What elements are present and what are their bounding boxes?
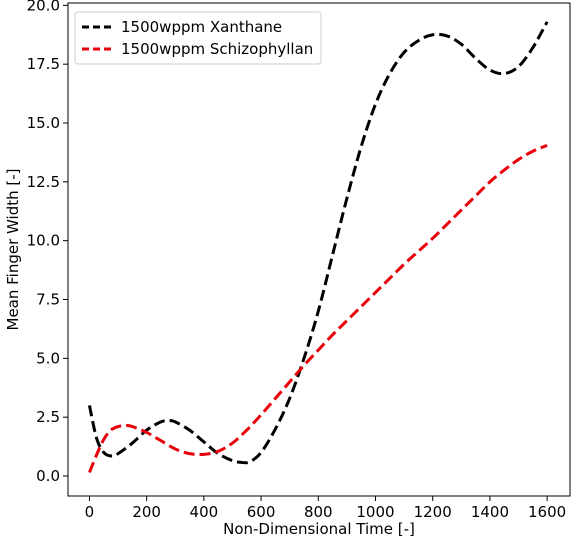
y-tick-label: 2.5 [36, 408, 60, 426]
y-tick-label: 5.0 [36, 349, 60, 367]
x-tick-label: 200 [132, 503, 161, 521]
x-tick-label: 1600 [528, 503, 566, 521]
x-tick-label: 1400 [471, 503, 509, 521]
y-axis-ticks: 0.0 2.5 5.0 7.5 10.0 12.5 15.0 17.5 20.0 [27, 0, 68, 485]
legend: 1500wppm Xanthane 1500wppm Schizophyllan [74, 11, 322, 65]
series-line-schizophyllan [88, 143, 548, 474]
x-tick-label: 1200 [414, 503, 452, 521]
x-tick-label: 1000 [356, 503, 394, 521]
legend-label-xanthane: 1500wppm Xanthane [121, 18, 282, 36]
x-tick-label: 0 [85, 503, 95, 521]
x-tick-label: 600 [247, 503, 276, 521]
y-tick-label: 7.5 [36, 291, 60, 309]
y-tick-label: 15.0 [27, 114, 60, 132]
x-axis-label: Non-Dimensional Time [-] [223, 520, 415, 538]
y-axis-label: Mean Finger Width [-] [4, 169, 22, 331]
x-tick-label: 800 [304, 503, 333, 521]
legend-label-schizophyllan: 1500wppm Schizophyllan [121, 40, 313, 58]
y-tick-label: 20.0 [27, 0, 60, 14]
x-tick-label: 400 [190, 503, 219, 521]
y-tick-label: 17.5 [27, 55, 60, 73]
series-line-xanthane [87, 21, 549, 465]
y-tick-label: 10.0 [27, 232, 60, 250]
y-tick-label: 0.0 [36, 467, 60, 485]
plot-lines [87, 21, 549, 474]
legend-box [74, 11, 322, 65]
y-tick-label: 12.5 [27, 173, 60, 191]
x-axis-ticks: 0 200 400 600 800 1000 1200 1400 1600 [85, 496, 566, 521]
plot-frame [67, 2, 571, 497]
